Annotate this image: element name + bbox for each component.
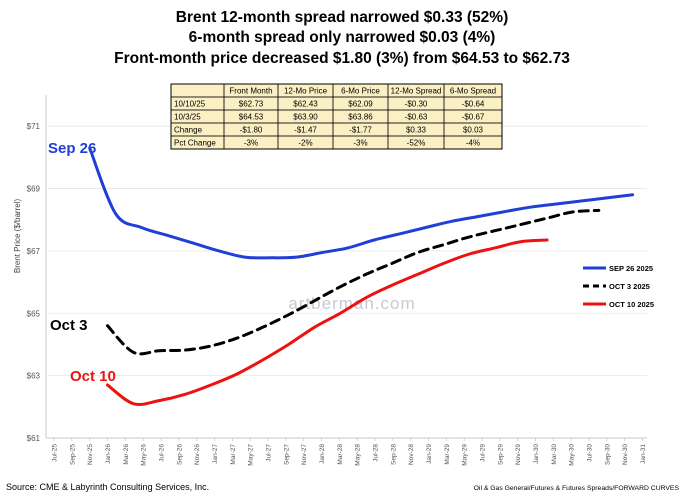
table-value: -$0.64 [462,100,485,109]
x-tick-label: Jul-27 [266,444,273,462]
table-value: -$0.30 [405,100,428,109]
grid [45,95,647,439]
legend: SEP 26 2025 OCT 3 2025 OCT 10 2025 [583,264,654,309]
table-value: $62.43 [293,100,318,109]
table-value: -2% [298,139,312,148]
y-tick-label: $71 [27,122,41,131]
table-value: Change [174,126,203,135]
x-tick-label: Sep-30 [604,444,611,465]
x-tick-label: Sep-26 [176,444,183,465]
table-header: 12-Mo Spread [391,87,442,96]
table-value: -$0.67 [462,113,485,122]
x-tick-label: Sep-28 [390,444,397,465]
table-value: $63.90 [293,113,318,122]
table-frame [170,83,503,150]
table-value: $62.73 [239,100,264,109]
table-header: 12-Mo Price [284,87,328,96]
x-tick-label: May-30 [569,444,576,466]
table-value: -52% [407,139,426,148]
y-tick-label: $69 [27,185,41,194]
table-value: $64.53 [239,113,264,122]
legend-label-oct-10-2025: OCT 10 2025 [609,300,654,309]
x-tick-label: Nov-25 [87,444,94,465]
table-header: 6-Mo Spread [450,87,496,96]
table-value: -3% [244,139,258,148]
table-value: -4% [466,139,480,148]
x-tick-label: Jan-30 [533,444,540,464]
table-header: Front Month [229,87,272,96]
x-tick-label: May-29 [462,444,469,466]
file-path-note: Oil & Gas General/Futures & Futures Spre… [474,485,680,492]
x-tick-label: Jan-31 [640,444,647,464]
x-tick-label: Nov-26 [194,444,201,465]
x-tick-label: Nov-29 [515,444,522,465]
x-tick-label: Jul-25 [52,444,59,462]
x-tick-label: Jul-30 [587,444,594,462]
x-tick-label: May-27 [248,444,255,466]
x-tick-label: Nov-30 [622,444,629,465]
x-tick-label: Jul-26 [159,444,166,462]
y-tick-label: $61 [27,434,41,443]
table-value: $0.03 [463,126,484,135]
y-tick-label: $67 [27,247,41,256]
table-value: 10/3/25 [174,113,201,122]
table-value: -3% [353,139,367,148]
title-line-2: 6-month spread only narrowed $0.03 (4%) [189,29,496,46]
table-value: $63.86 [348,113,373,122]
series-group [88,146,635,407]
x-axis: Jul-25 Sep-25 Nov-25 Jan-26 Mar-26 May-26 Jul-… [52,438,647,466]
source-note: Source: CME & Labyrinth Consulting Servi… [6,482,209,492]
x-tick-label: Jan-29 [426,444,433,464]
x-tick-label: Mar-28 [337,444,344,465]
x-tick-label: May-26 [141,444,148,466]
annotation-sep-26: Sep 26 [48,140,96,157]
legend-label-oct-3-2025: OCT 3 2025 [609,282,650,291]
x-tick-label: Mar-26 [123,444,130,465]
table-value: $62.09 [348,100,373,109]
table-value: $0.33 [406,126,427,135]
annotation-oct-10: Oct 10 [70,368,116,385]
title-line-3: Front-month price decreased $1.80 (3%) f… [114,50,570,67]
x-tick-label: May-28 [355,444,362,466]
x-tick-label: Jan-27 [212,444,219,464]
table-header: 6-Mo Price [341,87,380,96]
x-tick-label: Mar-29 [444,444,451,465]
watermark: artberman.com [288,294,415,313]
x-tick-label: Sep-29 [497,444,504,465]
data-table: Front Month 12-Mo Price 6-Mo Price 12-Mo Sp… [170,83,503,150]
x-tick-label: Nov-27 [301,444,308,465]
table-value: -$1.47 [294,126,317,135]
table-value: Pct Change [174,139,216,148]
legend-label-sep-26-2025: SEP 26 2025 [609,264,653,273]
y-tick-label: $65 [27,309,41,318]
table-value: -$1.77 [349,126,372,135]
x-tick-label: Jan-28 [319,444,326,464]
series-line-oct-3-2025 [106,208,601,356]
x-tick-label: Nov-28 [408,444,415,465]
y-axis-label: Brent Price ($/barrel) [13,199,22,274]
series-line-sep-26-2025 [88,146,635,260]
x-tick-label: Jan-26 [105,444,112,464]
x-tick-label: Sep-27 [283,444,290,465]
x-tick-label: Jul-29 [480,444,487,462]
title-line-1: Brent 12-month spread narrowed $0.33 (52… [176,9,509,26]
x-tick-label: Mar-30 [551,444,558,465]
x-tick-label: Mar-27 [230,444,237,465]
annotation-oct-3: Oct 3 [50,317,88,334]
x-tick-label: Sep-25 [69,444,76,465]
y-tick-label: $63 [27,372,41,381]
table-value: -$1.80 [240,126,263,135]
y-axis: $61 $63 $65 $67 $69 $71 [27,122,41,443]
table-cell [443,135,503,150]
x-tick-label: Jul-28 [373,444,380,462]
series-line-oct-10-2025 [106,238,549,407]
table-value: 10/10/25 [174,100,206,109]
table-value: -$0.63 [405,113,428,122]
